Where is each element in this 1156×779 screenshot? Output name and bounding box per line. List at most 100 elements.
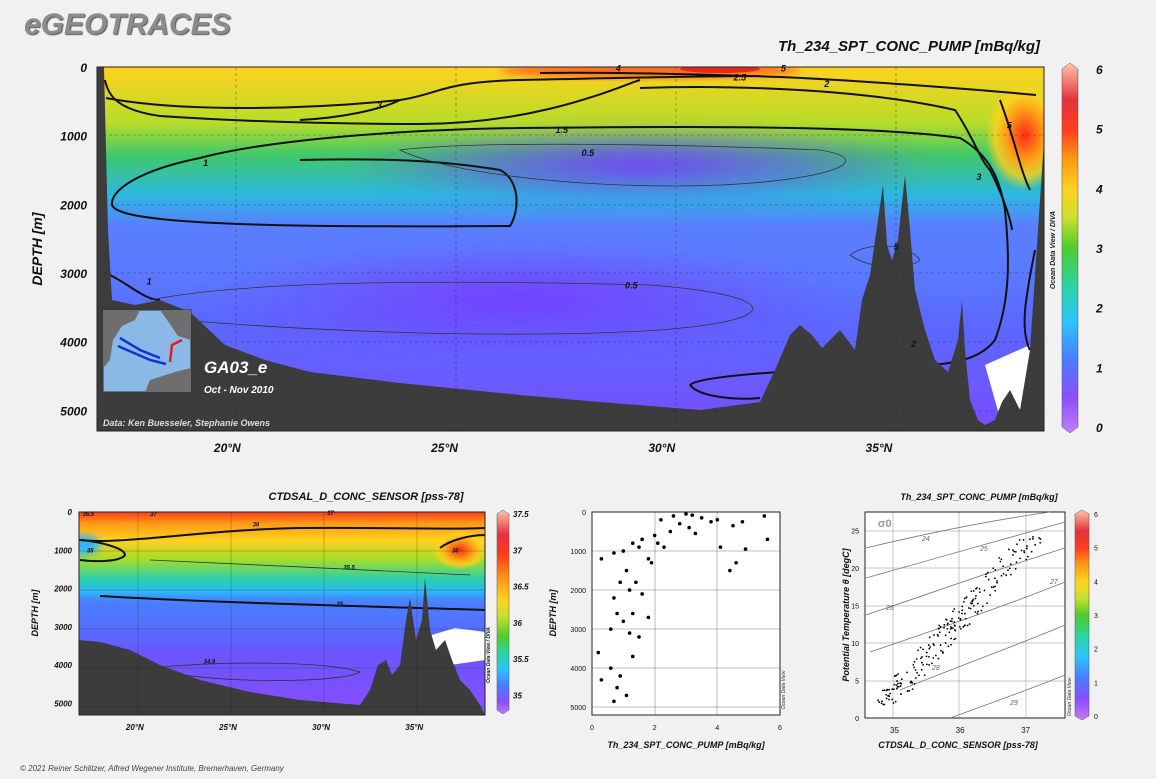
x-tick-label: 30°N	[312, 723, 330, 732]
scatter-point	[1038, 537, 1041, 539]
ts-isopycnal-labels: 24 25 26 27 28 29	[885, 536, 1059, 707]
x-tick-label: 37	[1021, 726, 1030, 735]
scatter-point	[743, 547, 748, 551]
scatter-point	[994, 569, 997, 571]
depth-scatter-x-tick-labels: 0 2 4 6	[590, 725, 782, 732]
scatter-point	[983, 589, 986, 592]
scatter-point	[963, 597, 966, 600]
scatter-point	[953, 621, 956, 624]
depth-scatter-plot: 0 1000 2000 3000 4000 5000 0 2 4 6 DEPTH [m] Th_…	[548, 510, 787, 750]
scatter-point	[994, 585, 997, 588]
scatter-point	[900, 678, 903, 681]
scatter-point	[649, 560, 654, 565]
scatter-point	[1030, 550, 1033, 553]
scatter-point	[938, 627, 940, 630]
scatter-point	[1039, 541, 1042, 544]
scatter-point	[656, 541, 660, 546]
main-field	[97, 67, 1044, 431]
contour-label: 5	[781, 63, 787, 73]
scatter-point	[1005, 574, 1008, 577]
scatter-point	[880, 702, 883, 705]
scatter-point	[937, 635, 940, 637]
scatter-point	[652, 533, 657, 538]
x-tick-label: 4	[715, 725, 719, 732]
scatter-point	[677, 521, 682, 526]
scatter-point	[917, 649, 919, 652]
scatter-point	[943, 623, 946, 626]
y-tick-label: 2000	[53, 585, 72, 594]
scatter-point	[709, 519, 713, 524]
contour-label: 36.5	[82, 512, 94, 518]
contour-label: 0.5	[625, 280, 639, 290]
scatter-point	[932, 657, 935, 659]
salinity-gridlines	[79, 512, 485, 715]
scatter-point	[934, 654, 937, 657]
x-tick-label: 36	[956, 726, 965, 735]
scatter-point	[609, 627, 613, 631]
scatter-point	[1014, 567, 1017, 570]
salinity-odv-label: Ocean Data View / DIVA	[486, 627, 492, 683]
contour-label: 1	[203, 158, 208, 168]
contour-label: 35	[336, 602, 343, 608]
scatter-point	[914, 669, 917, 671]
scatter-point	[899, 685, 902, 687]
ts-y-axis-label: Potential Temperature θ [degC]	[841, 547, 851, 681]
scatter-point	[896, 680, 898, 682]
y-tick-label: 4000	[59, 336, 87, 350]
scatter-point	[690, 513, 695, 517]
main-odv-label: Ocean Data View / DIVA	[1050, 211, 1057, 289]
scatter-point	[906, 690, 909, 693]
scatter-point	[882, 703, 885, 706]
salinity-plot-title: CTDSAL_D_CONC_SENSOR [pss-78]	[269, 491, 464, 503]
salinity-y-axis-label: DEPTH [m]	[30, 588, 40, 636]
scatter-point	[881, 689, 884, 692]
contour-label: 3	[976, 172, 981, 182]
scatter-point	[939, 644, 942, 646]
scatter-point	[618, 674, 622, 678]
scatter-point	[1026, 547, 1028, 550]
contour-label: 4	[615, 63, 621, 73]
scatter-point	[913, 666, 915, 669]
scatter-point	[906, 671, 908, 674]
scatter-point	[948, 631, 951, 634]
scatter-point	[972, 604, 975, 607]
inset-cruise-dates: Oct - Nov 2010	[204, 385, 274, 396]
scatter-point	[888, 688, 891, 691]
scatter-point	[630, 654, 635, 659]
inset-cruise-name: GA03_e	[204, 358, 267, 377]
salinity-x-tick-labels: 20°N 25°N 30°N 35°N	[125, 723, 423, 732]
scatter-point	[897, 685, 900, 688]
scatter-point	[933, 644, 936, 647]
scatter-point	[913, 682, 916, 685]
scatter-point	[627, 588, 632, 592]
y-tick-label: 4000	[53, 661, 72, 670]
scatter-point	[913, 660, 916, 663]
scatter-point	[984, 575, 987, 578]
isopycnal-label: 29	[1009, 700, 1018, 707]
ts-scatter-points	[877, 536, 1042, 706]
scatter-point	[961, 605, 964, 608]
ts-colorbar-labels: 0 1 2 3 4 5 6	[1094, 512, 1098, 721]
scatter-point	[978, 587, 981, 590]
scatter-point	[734, 560, 738, 565]
salinity-thin-contours	[149, 559, 471, 681]
scatter-point	[916, 671, 918, 674]
contour-label: 2	[823, 79, 829, 89]
scatter-point	[671, 514, 676, 518]
scatter-point	[925, 651, 928, 654]
isopycnal-label: 26	[885, 605, 894, 612]
colorbar-tick-label: 5	[1096, 123, 1103, 137]
scatter-point	[925, 663, 928, 666]
depth-scatter-odv-label: Ocean Data View	[781, 670, 787, 709]
scatter-point	[599, 557, 604, 561]
colorbar-tick-label: 0	[1094, 714, 1098, 721]
depth-scatter-gridlines	[592, 512, 780, 715]
colorbar-tick-label: 2	[1095, 302, 1103, 316]
scatter-point	[986, 571, 989, 574]
scatter-point	[980, 609, 983, 612]
contour-label: 5	[1007, 120, 1013, 130]
contour-label: 3	[377, 100, 382, 110]
scatter-point	[994, 589, 997, 592]
scatter-point	[894, 674, 897, 677]
scatter-point	[881, 700, 883, 703]
